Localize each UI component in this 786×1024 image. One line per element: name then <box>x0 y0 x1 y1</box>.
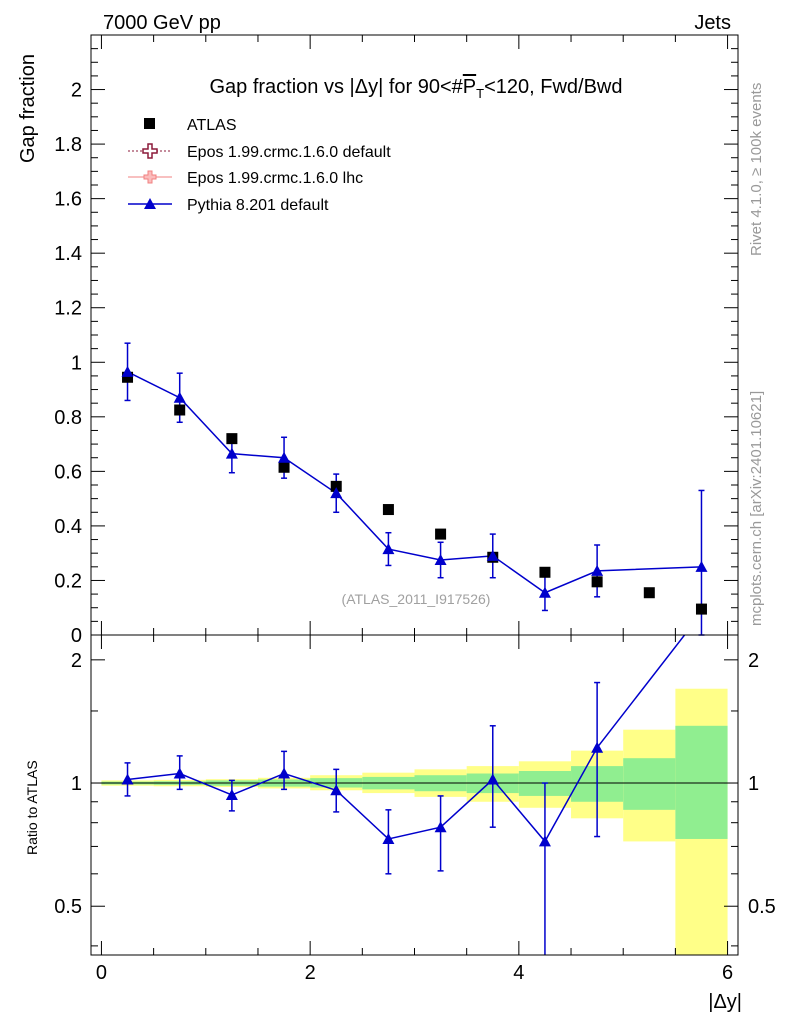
y-tick-label: 0.2 <box>54 570 82 592</box>
title-after: <120, Fwd/Bwd <box>484 76 622 98</box>
green-band-10 <box>623 758 676 810</box>
x-tick-label: 2 <box>305 962 316 984</box>
legend-epos-default-marker <box>142 143 158 159</box>
y-tick-label: 2 <box>71 80 82 102</box>
pythia-data-point <box>225 447 238 459</box>
y-tick-label: 1 <box>71 352 82 374</box>
y-tick-label: 1.4 <box>54 243 82 265</box>
pythia-data-point <box>434 554 447 565</box>
ratio-pythia-point <box>591 741 604 753</box>
ratio-pythia-point <box>382 832 395 844</box>
ratio-y-tick-label-right: 0.5 <box>748 896 776 918</box>
ratio-y-tick-label-right: 2 <box>748 650 759 672</box>
atlas-data-point <box>174 404 186 416</box>
ratio-pythia-point <box>278 767 291 779</box>
legend-label: Pythia 8.201 default <box>187 197 329 214</box>
y-tick-label: 0 <box>71 625 82 647</box>
x-tick-label: 0 <box>96 962 107 984</box>
x-tick-label: 6 <box>722 962 733 984</box>
ratio-pythia-point <box>225 788 238 800</box>
main-chart-title: Gap fraction vs |Δy| for 90<#PT<120, Fwd… <box>209 76 622 101</box>
ratio-pythia-point <box>173 767 186 779</box>
ratio-pythia-point <box>330 784 343 796</box>
header-left: 7000 GeV pp <box>103 12 221 34</box>
green-band-11 <box>675 725 728 839</box>
legend: ATLAS Epos 1.99.crmc.1.6.0 default Epos 1.… <box>128 117 391 214</box>
pythia-series-line <box>127 371 702 594</box>
atlas-data-point <box>643 587 655 599</box>
y-tick-label: 1.2 <box>54 298 82 320</box>
atlas-data-point <box>591 576 603 588</box>
ratio-panel: 0 2 4 6 0.5 0.5 1 1 2 2 <box>54 635 776 984</box>
y-tick-label: 0.8 <box>54 407 82 429</box>
ratio-y-tick-label-left: 2 <box>71 650 82 672</box>
legend-label: ATLAS <box>187 117 237 134</box>
atlas-data-point <box>695 603 707 615</box>
pythia-data-point <box>486 549 499 561</box>
legend-pythia-marker <box>144 198 156 209</box>
atlas-data-point <box>330 480 342 492</box>
pythia-data-point <box>695 560 708 572</box>
title-before: Gap fraction vs |Δy| for 90<# <box>209 76 463 98</box>
ratio-uncertainty-bands <box>91 688 738 955</box>
pythia-data-point <box>330 487 343 499</box>
pythia-data-point <box>591 564 604 576</box>
ratio-panel-frame <box>90 634 739 956</box>
mcplots-label: mcplots.cern.ch [arXiv:2401.10621] <box>748 391 765 626</box>
atlas-data-point <box>122 371 134 383</box>
y-tick-label: 0.4 <box>54 516 82 538</box>
pythia-data-point <box>173 391 186 403</box>
main-y-axis-label: Gap fraction <box>17 54 39 163</box>
atlas-data-point <box>226 433 238 445</box>
y-tick-label: 0.6 <box>54 461 82 483</box>
rivet-version-label: Rivet 4.1.0, ≥ 100k events <box>748 83 765 256</box>
pythia-data-point <box>278 451 291 463</box>
ratio-y-tick-label-left: 0.5 <box>54 896 82 918</box>
y-tick-label: 1.8 <box>54 134 82 156</box>
ratio-pythia-point <box>434 821 447 833</box>
x-axis-label: |Δy| <box>708 991 742 1013</box>
title-subscript: T <box>476 86 484 101</box>
atlas-data-point <box>278 461 290 473</box>
atlas-data-point <box>382 504 394 516</box>
ratio-y-axis-label: Ratio to ATLAS <box>24 760 40 855</box>
ratio-y-tick-label-left: 1 <box>71 773 82 795</box>
pythia-data-point <box>121 365 134 377</box>
legend-atlas-marker <box>144 118 155 129</box>
ratio-y-tick-label-right: 1 <box>748 773 759 795</box>
atlas-data-point <box>435 528 447 540</box>
x-tick-label: 4 <box>513 962 524 984</box>
legend-label: Epos 1.99.crmc.1.6.0 lhc <box>187 170 363 187</box>
title-overline: P <box>463 76 476 98</box>
analysis-watermark: (ATLAS_2011_I917526) <box>342 591 491 607</box>
legend-label: Epos 1.99.crmc.1.6.0 default <box>187 144 391 161</box>
header-right: Jets <box>694 12 731 34</box>
ratio-pythia-point <box>121 773 134 785</box>
y-tick-label: 1.6 <box>54 189 82 211</box>
ratio-pythia-point <box>486 773 499 785</box>
atlas-data-point <box>539 566 551 578</box>
main-panel: 0 0.2 0.4 0.6 0.8 1 1.2 1.4 1.6 1.8 2 <box>54 35 738 647</box>
legend-epos-lhc-marker <box>143 170 157 184</box>
pythia-data-point <box>382 543 395 555</box>
pythia-data-point <box>538 586 551 598</box>
ratio-pythia-point <box>538 835 551 847</box>
